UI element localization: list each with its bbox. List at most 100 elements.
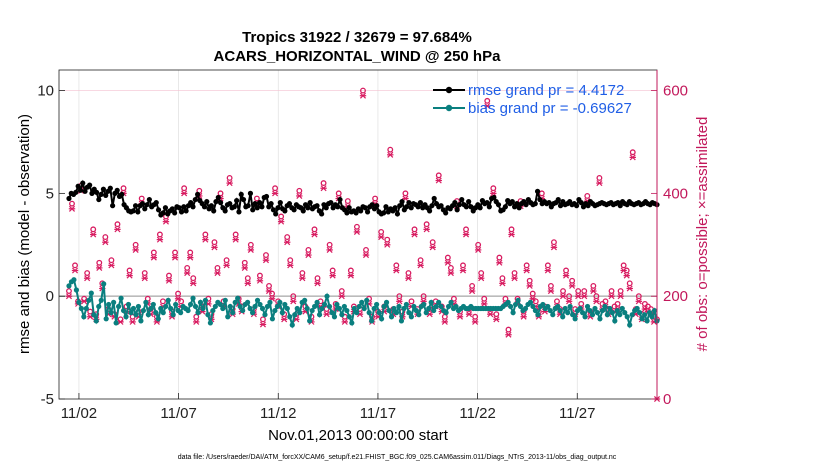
obs-possible-marker <box>423 221 430 228</box>
rmse-point <box>160 210 166 216</box>
rmse-point <box>364 209 371 215</box>
bias-point <box>383 299 390 305</box>
obs-assimilated-marker <box>299 275 306 282</box>
obs-assimilated-marker <box>629 154 636 161</box>
bias-point <box>413 307 419 314</box>
obs-possible-marker <box>305 246 312 253</box>
obs-assimilated-marker <box>608 293 615 300</box>
bias-point <box>165 297 171 303</box>
rmse-point <box>77 187 84 193</box>
bias-point <box>284 305 290 312</box>
rmse-point <box>169 206 175 212</box>
y2-tick-label: 600 <box>663 83 688 100</box>
rmse-point <box>98 191 104 198</box>
obs-possible-marker <box>363 246 369 253</box>
grid-lines <box>59 70 657 399</box>
bias-point <box>637 310 643 316</box>
bias-point <box>155 316 161 322</box>
obs-assimilated-marker <box>465 311 473 318</box>
x-tick-label: 11/27 <box>559 405 595 422</box>
obs-possible-marker <box>417 257 424 264</box>
obs-possible-marker <box>256 272 263 279</box>
obs-assimilated-marker <box>547 288 555 295</box>
bias-point <box>240 307 246 314</box>
obs-possible-marker <box>372 195 379 202</box>
rmse-point <box>578 200 584 206</box>
obs-possible-marker <box>190 275 197 282</box>
bias-point <box>398 318 405 324</box>
rmse-point <box>211 208 217 214</box>
rmse-point <box>486 204 492 210</box>
bias-point <box>426 305 432 312</box>
obs-possible-marker <box>493 311 500 318</box>
bias-point <box>125 301 132 308</box>
bias-point <box>222 297 228 303</box>
rmse-point <box>286 201 293 207</box>
rmse-point <box>252 201 258 207</box>
obs-possible-marker <box>284 234 291 241</box>
obs-assimilated-marker <box>596 180 603 187</box>
bias-point <box>269 316 276 322</box>
bias-point <box>118 295 124 301</box>
rmse-point <box>585 203 591 209</box>
rmse-point <box>257 200 263 206</box>
obs-possible-marker <box>496 254 503 261</box>
obs-assimilated-marker <box>329 272 336 279</box>
rmse-point <box>93 189 100 195</box>
bias-point <box>602 303 608 310</box>
rmse-point <box>574 203 580 209</box>
obs-possible-marker <box>244 275 251 282</box>
bias-point <box>292 312 298 318</box>
obs-possible-marker <box>217 190 224 197</box>
obs-possible-marker <box>402 190 409 197</box>
rmse-point <box>236 209 242 215</box>
obs-possible-marker <box>387 146 394 153</box>
obs-assimilated-marker <box>141 275 148 282</box>
obs-assimilated-marker <box>481 300 488 307</box>
x-axis-label: Nov.01,2013 00:00:00 start <box>268 427 449 444</box>
bias-point <box>577 305 583 312</box>
bias-point <box>314 299 320 305</box>
left-axis-ticks: -5 0 5 10 <box>37 83 65 408</box>
y-axis-label: rmse and bias (model - observation) <box>16 114 33 354</box>
bias-point <box>73 287 80 293</box>
y2-axis-label: # of obs: o=possible; ×=assimilated <box>694 117 711 352</box>
bias-point <box>130 305 137 312</box>
rmse-point <box>381 210 387 216</box>
bias-point <box>555 303 561 310</box>
obs-assimilated-marker <box>256 277 264 284</box>
bias-point <box>76 299 82 305</box>
y-tick-label: 0 <box>46 288 54 305</box>
bias-point <box>443 310 449 316</box>
rmse-point <box>555 196 561 203</box>
rmse-point <box>215 194 221 201</box>
bias-point <box>309 307 315 314</box>
obs-assimilated-marker <box>174 295 182 302</box>
obs-assimilated-marker <box>447 270 455 277</box>
bias-point <box>158 305 164 312</box>
bias-point <box>277 299 283 305</box>
obs-possible-marker <box>614 300 621 307</box>
bias-point <box>565 310 571 316</box>
bias-point <box>416 312 422 318</box>
bias-point <box>508 303 514 310</box>
obs-assimilated-marker <box>338 293 345 300</box>
obs-possible-marker <box>596 175 603 181</box>
obs-possible-marker <box>563 267 570 274</box>
obs-assimilated-marker <box>496 259 503 266</box>
bias-point <box>582 314 588 320</box>
bias-point <box>589 312 596 318</box>
obs-assimilated-marker <box>396 298 403 305</box>
rmse-point <box>213 199 219 205</box>
obs-assimilated-marker <box>80 298 88 305</box>
obs-assimilated-marker <box>565 298 573 305</box>
bias-point <box>334 301 340 308</box>
obs-assimilated-marker <box>129 318 136 325</box>
obs-assimilated-marker <box>459 267 467 274</box>
obs-assimilated-marker <box>377 234 385 241</box>
rmse-point <box>335 204 341 210</box>
rmse-point <box>399 199 405 205</box>
y2-tick-label: 200 <box>663 288 688 305</box>
obs-assimilated-marker <box>211 244 218 251</box>
rmse-point <box>130 208 136 214</box>
